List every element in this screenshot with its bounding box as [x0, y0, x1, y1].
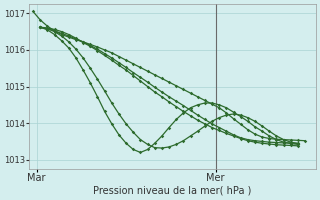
X-axis label: Pression niveau de la mer( hPa ): Pression niveau de la mer( hPa )	[93, 186, 252, 196]
